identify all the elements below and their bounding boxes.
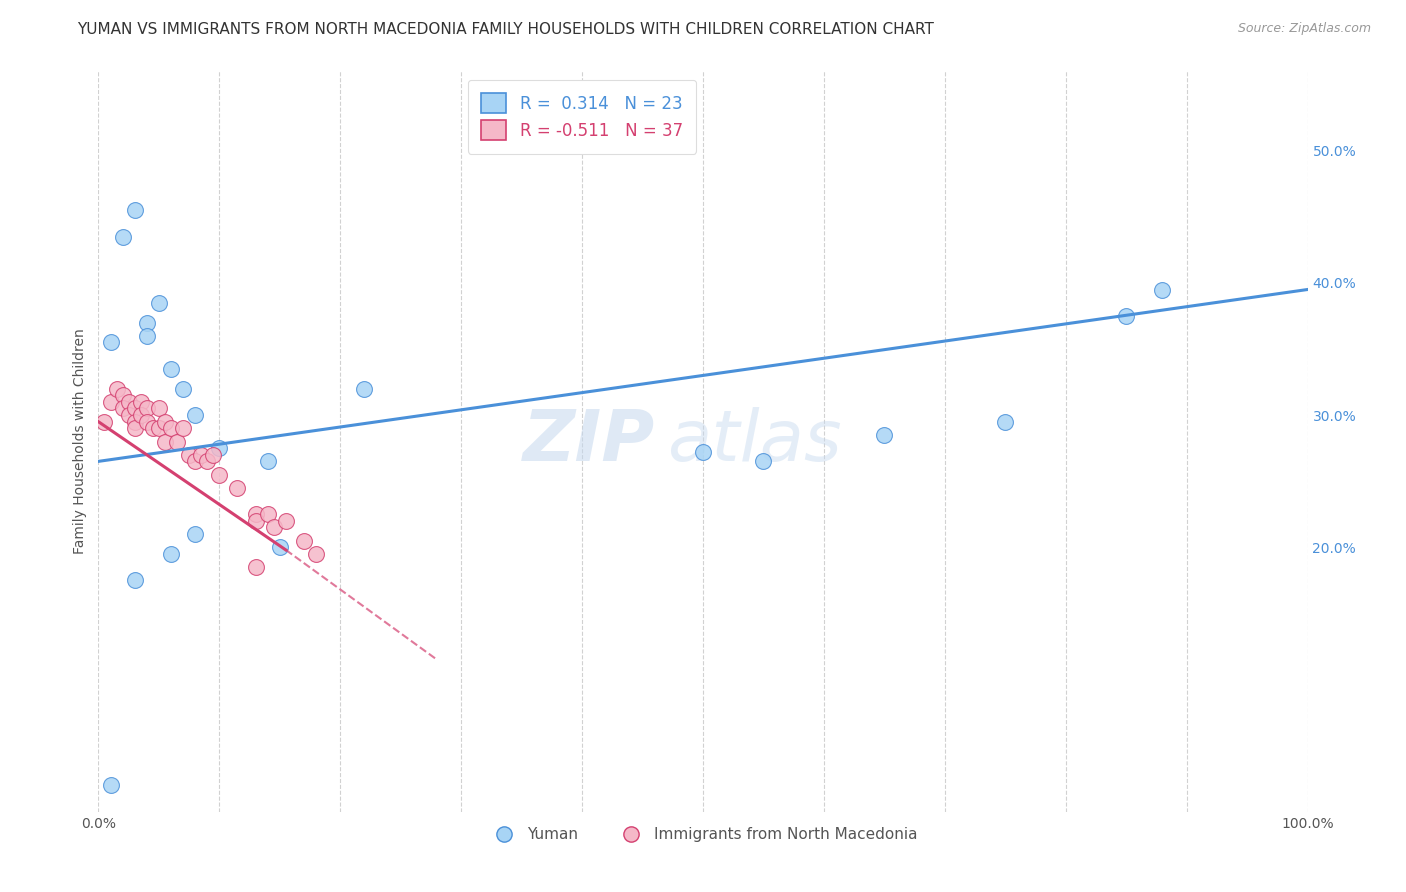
Point: [184, 527, 207, 541]
Y-axis label: Family Households with Children: Family Households with Children: [73, 328, 87, 555]
Point: [184, 454, 207, 468]
Point: [148, 421, 170, 435]
Point: [208, 441, 231, 455]
Point: [292, 533, 315, 548]
Point: [353, 382, 375, 396]
Point: [692, 445, 714, 459]
Point: [148, 401, 170, 416]
Text: YUMAN VS IMMIGRANTS FROM NORTH MACEDONIA FAMILY HOUSEHOLDS WITH CHILDREN CORRELA: YUMAN VS IMMIGRANTS FROM NORTH MACEDONIA…: [77, 22, 934, 37]
Point: [135, 415, 157, 429]
Point: [135, 328, 157, 343]
Point: [245, 514, 267, 528]
Point: [105, 382, 128, 396]
Point: [148, 295, 170, 310]
Point: [100, 778, 122, 792]
Point: [124, 421, 146, 435]
Point: [160, 547, 183, 561]
Point: [160, 421, 183, 435]
Text: atlas: atlas: [666, 407, 841, 476]
Point: [124, 203, 146, 218]
Point: [172, 382, 194, 396]
Point: [202, 448, 225, 462]
Point: [256, 508, 278, 522]
Point: [195, 454, 218, 468]
Point: [184, 408, 207, 422]
Point: [1115, 309, 1137, 323]
Point: [245, 560, 267, 574]
Point: [263, 520, 285, 534]
Point: [129, 408, 152, 422]
Legend: Yuman, Immigrants from North Macedonia: Yuman, Immigrants from North Macedonia: [482, 822, 924, 848]
Point: [100, 395, 122, 409]
Point: [305, 547, 328, 561]
Point: [153, 434, 176, 449]
Text: ZIP: ZIP: [523, 407, 655, 476]
Point: [245, 508, 267, 522]
Point: [129, 395, 152, 409]
Point: [226, 481, 249, 495]
Point: [93, 415, 115, 429]
Point: [274, 514, 297, 528]
Text: Source: ZipAtlas.com: Source: ZipAtlas.com: [1237, 22, 1371, 36]
Point: [873, 428, 896, 442]
Point: [256, 454, 278, 468]
Point: [118, 395, 141, 409]
Point: [994, 415, 1017, 429]
Point: [111, 388, 134, 402]
Point: [135, 316, 157, 330]
Point: [135, 401, 157, 416]
Point: [179, 448, 201, 462]
Point: [111, 401, 134, 416]
Point: [166, 434, 188, 449]
Point: [111, 229, 134, 244]
Point: [160, 361, 183, 376]
Point: [172, 421, 194, 435]
Point: [269, 541, 291, 555]
Point: [124, 574, 146, 588]
Point: [142, 421, 165, 435]
Point: [752, 454, 775, 468]
Point: [124, 401, 146, 416]
Point: [153, 415, 176, 429]
Point: [100, 335, 122, 350]
Point: [208, 467, 231, 482]
Point: [124, 415, 146, 429]
Point: [190, 448, 212, 462]
Point: [1152, 283, 1174, 297]
Point: [118, 408, 141, 422]
